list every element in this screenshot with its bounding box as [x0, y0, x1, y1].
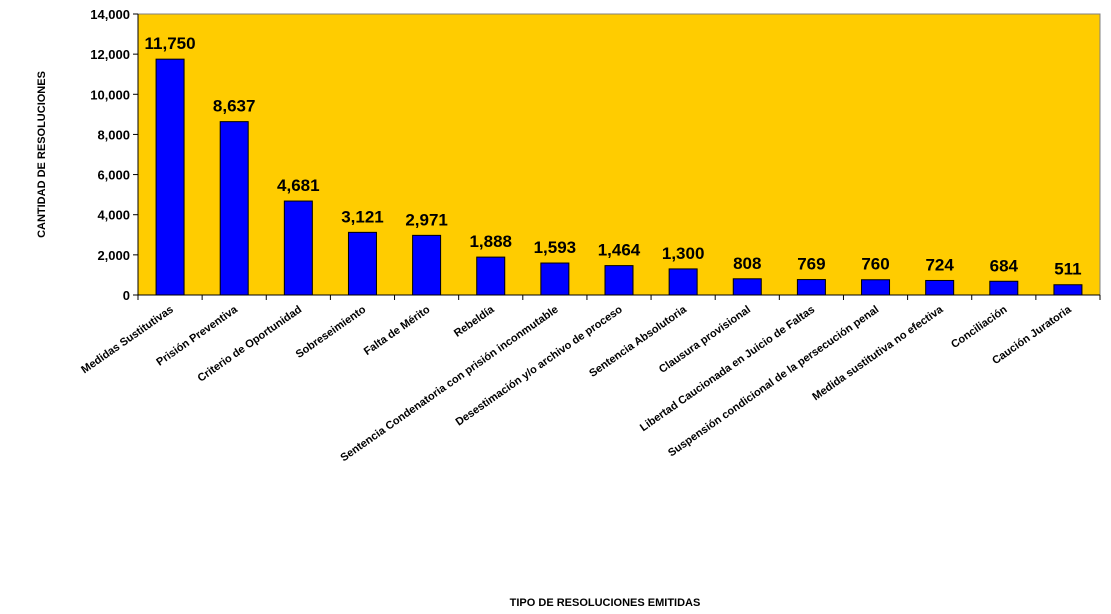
y-tick-label: 4,000	[97, 208, 130, 223]
y-tick-label: 10,000	[90, 87, 130, 102]
value-labels: 11,750 8,637 4,681 3,121 2,971 1,888 1,593 1,46…	[145, 34, 1082, 279]
y-tick-label: 6,000	[97, 168, 130, 183]
data-label: 760	[861, 255, 889, 274]
category-label: Conciliación	[949, 303, 1010, 351]
data-label: 808	[733, 254, 761, 273]
x-axis-ticks	[137, 295, 1101, 300]
category-label: Sobreseimiento	[294, 303, 369, 360]
bar	[1053, 284, 1083, 296]
data-label: 2,971	[405, 210, 448, 229]
category-label: Medida sustitutiva no efectiva	[810, 303, 946, 403]
bar	[476, 256, 506, 296]
bar	[732, 278, 762, 296]
y-tick-label: 0	[123, 288, 130, 303]
bar	[219, 121, 249, 296]
data-label: 1,593	[534, 238, 577, 257]
bar	[861, 279, 891, 296]
x-axis-title: TIPO DE RESOLUCIONES EMITIDAS	[510, 597, 701, 609]
data-label: 4,681	[277, 176, 320, 195]
data-label: 11,750	[145, 34, 196, 53]
category-label: Criterio de Oportunidad	[196, 304, 305, 385]
bar	[989, 280, 1019, 296]
bar	[796, 279, 826, 296]
y-tick-label: 14,000	[90, 7, 130, 22]
data-label: 3,121	[341, 207, 384, 226]
data-label: 511	[1054, 260, 1081, 279]
data-label: 769	[797, 255, 825, 274]
category-label: Falta de Mérito	[362, 303, 433, 358]
data-label: 8,637	[213, 97, 256, 116]
bar	[668, 268, 698, 296]
bar	[155, 58, 185, 296]
bar	[925, 279, 955, 296]
bar	[347, 231, 377, 296]
category-label: Sentencia Condenatoria con prisión incon…	[338, 304, 560, 465]
bar	[540, 262, 570, 296]
data-label: 684	[990, 256, 1019, 275]
category-label: Rebeldía	[452, 303, 497, 340]
data-label: 1,888	[469, 232, 512, 251]
y-tick-label: 2,000	[97, 248, 130, 263]
data-label: 724	[925, 255, 954, 274]
y-tick-label: 12,000	[90, 47, 130, 62]
bar	[412, 234, 442, 296]
y-axis-ticks: 0 2,000 4,000 6,000 8,000 10,000 12,000 14,000	[90, 7, 138, 303]
bars	[155, 58, 1083, 296]
data-label: 1,300	[662, 244, 705, 263]
y-axis-title: CANTIDAD DE RESOLUCIONES	[36, 71, 48, 238]
y-tick-label: 8,000	[97, 127, 130, 142]
bar	[604, 265, 634, 296]
bar	[283, 200, 313, 296]
data-label: 1,464	[598, 241, 641, 260]
